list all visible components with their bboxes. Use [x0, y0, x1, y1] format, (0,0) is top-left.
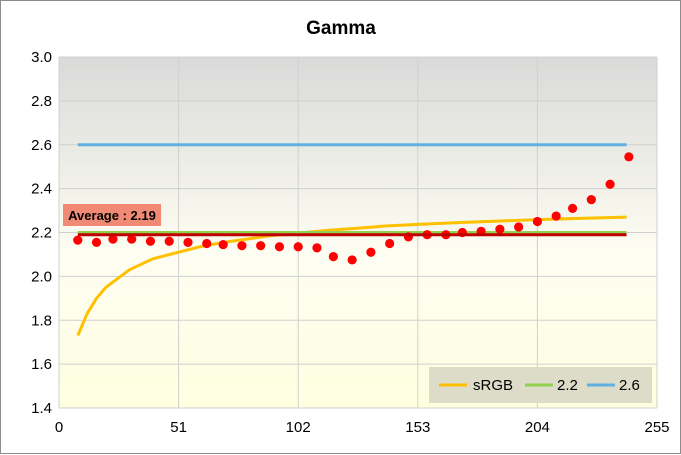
measured-point [514, 222, 524, 232]
x-tick-label: 0 [55, 419, 63, 436]
measured-point [164, 236, 174, 246]
series-line-srgb [76, 215, 627, 337]
measured-point [312, 243, 322, 253]
y-tick-label: 2.8 [31, 93, 52, 110]
measured-point [145, 236, 156, 246]
average-label-box [63, 204, 161, 226]
x-tick-label: 51 [170, 419, 187, 436]
x-tick-label: 153 [405, 419, 430, 436]
measured-point [385, 238, 395, 249]
legend-label: 2.2 [557, 377, 578, 394]
axis-labels: 1.4 1.6 1.8 2.0 2.2 2.4 2.6 2.8 3.0 0 51 102 153 204 2… [31, 49, 669, 436]
legend-label: 2.6 [619, 377, 640, 394]
measured-point [183, 237, 193, 247]
x-tick-label: 102 [286, 419, 311, 436]
measured-point [202, 238, 212, 249]
measured-point [237, 241, 247, 251]
measured-point [624, 152, 634, 162]
measured-point [347, 255, 357, 265]
y-tick-label: 2.6 [31, 137, 52, 154]
measured-point [293, 242, 303, 252]
measured-point [108, 234, 118, 244]
measured-point [586, 194, 596, 205]
measured-point [328, 252, 338, 262]
measured-points [73, 152, 634, 265]
y-tick-label: 1.4 [31, 400, 52, 417]
measured-point [605, 179, 615, 189]
measured-point [91, 237, 102, 247]
measured-point [495, 224, 505, 234]
measured-point [274, 242, 285, 252]
measured-point [218, 239, 228, 250]
measured-point [73, 235, 83, 245]
legend: sRGB 2.2 2.6 [429, 367, 652, 403]
measured-point [127, 234, 137, 244]
measured-point [551, 211, 561, 221]
chart-title: Gamma [306, 18, 376, 39]
y-tick-label: 2.4 [31, 181, 52, 198]
y-tick-label: 2.2 [31, 225, 52, 242]
x-tick-label: 255 [644, 419, 669, 436]
y-tick-label: 2.0 [31, 268, 52, 285]
measured-point [256, 241, 266, 251]
y-tick-label: 1.8 [31, 312, 52, 329]
y-tick-label: 1.6 [31, 356, 52, 373]
average-label: Average : 2.19 [68, 208, 156, 223]
y-tick-label: 3.0 [31, 49, 52, 66]
x-tick-label: 204 [525, 419, 550, 436]
measured-point [567, 203, 578, 213]
average-group: Average : 2.19 [63, 204, 627, 237]
measured-point [532, 216, 543, 227]
legend-label: sRGB [473, 377, 513, 394]
series-layer [76, 143, 627, 337]
measured-point [366, 247, 376, 257]
